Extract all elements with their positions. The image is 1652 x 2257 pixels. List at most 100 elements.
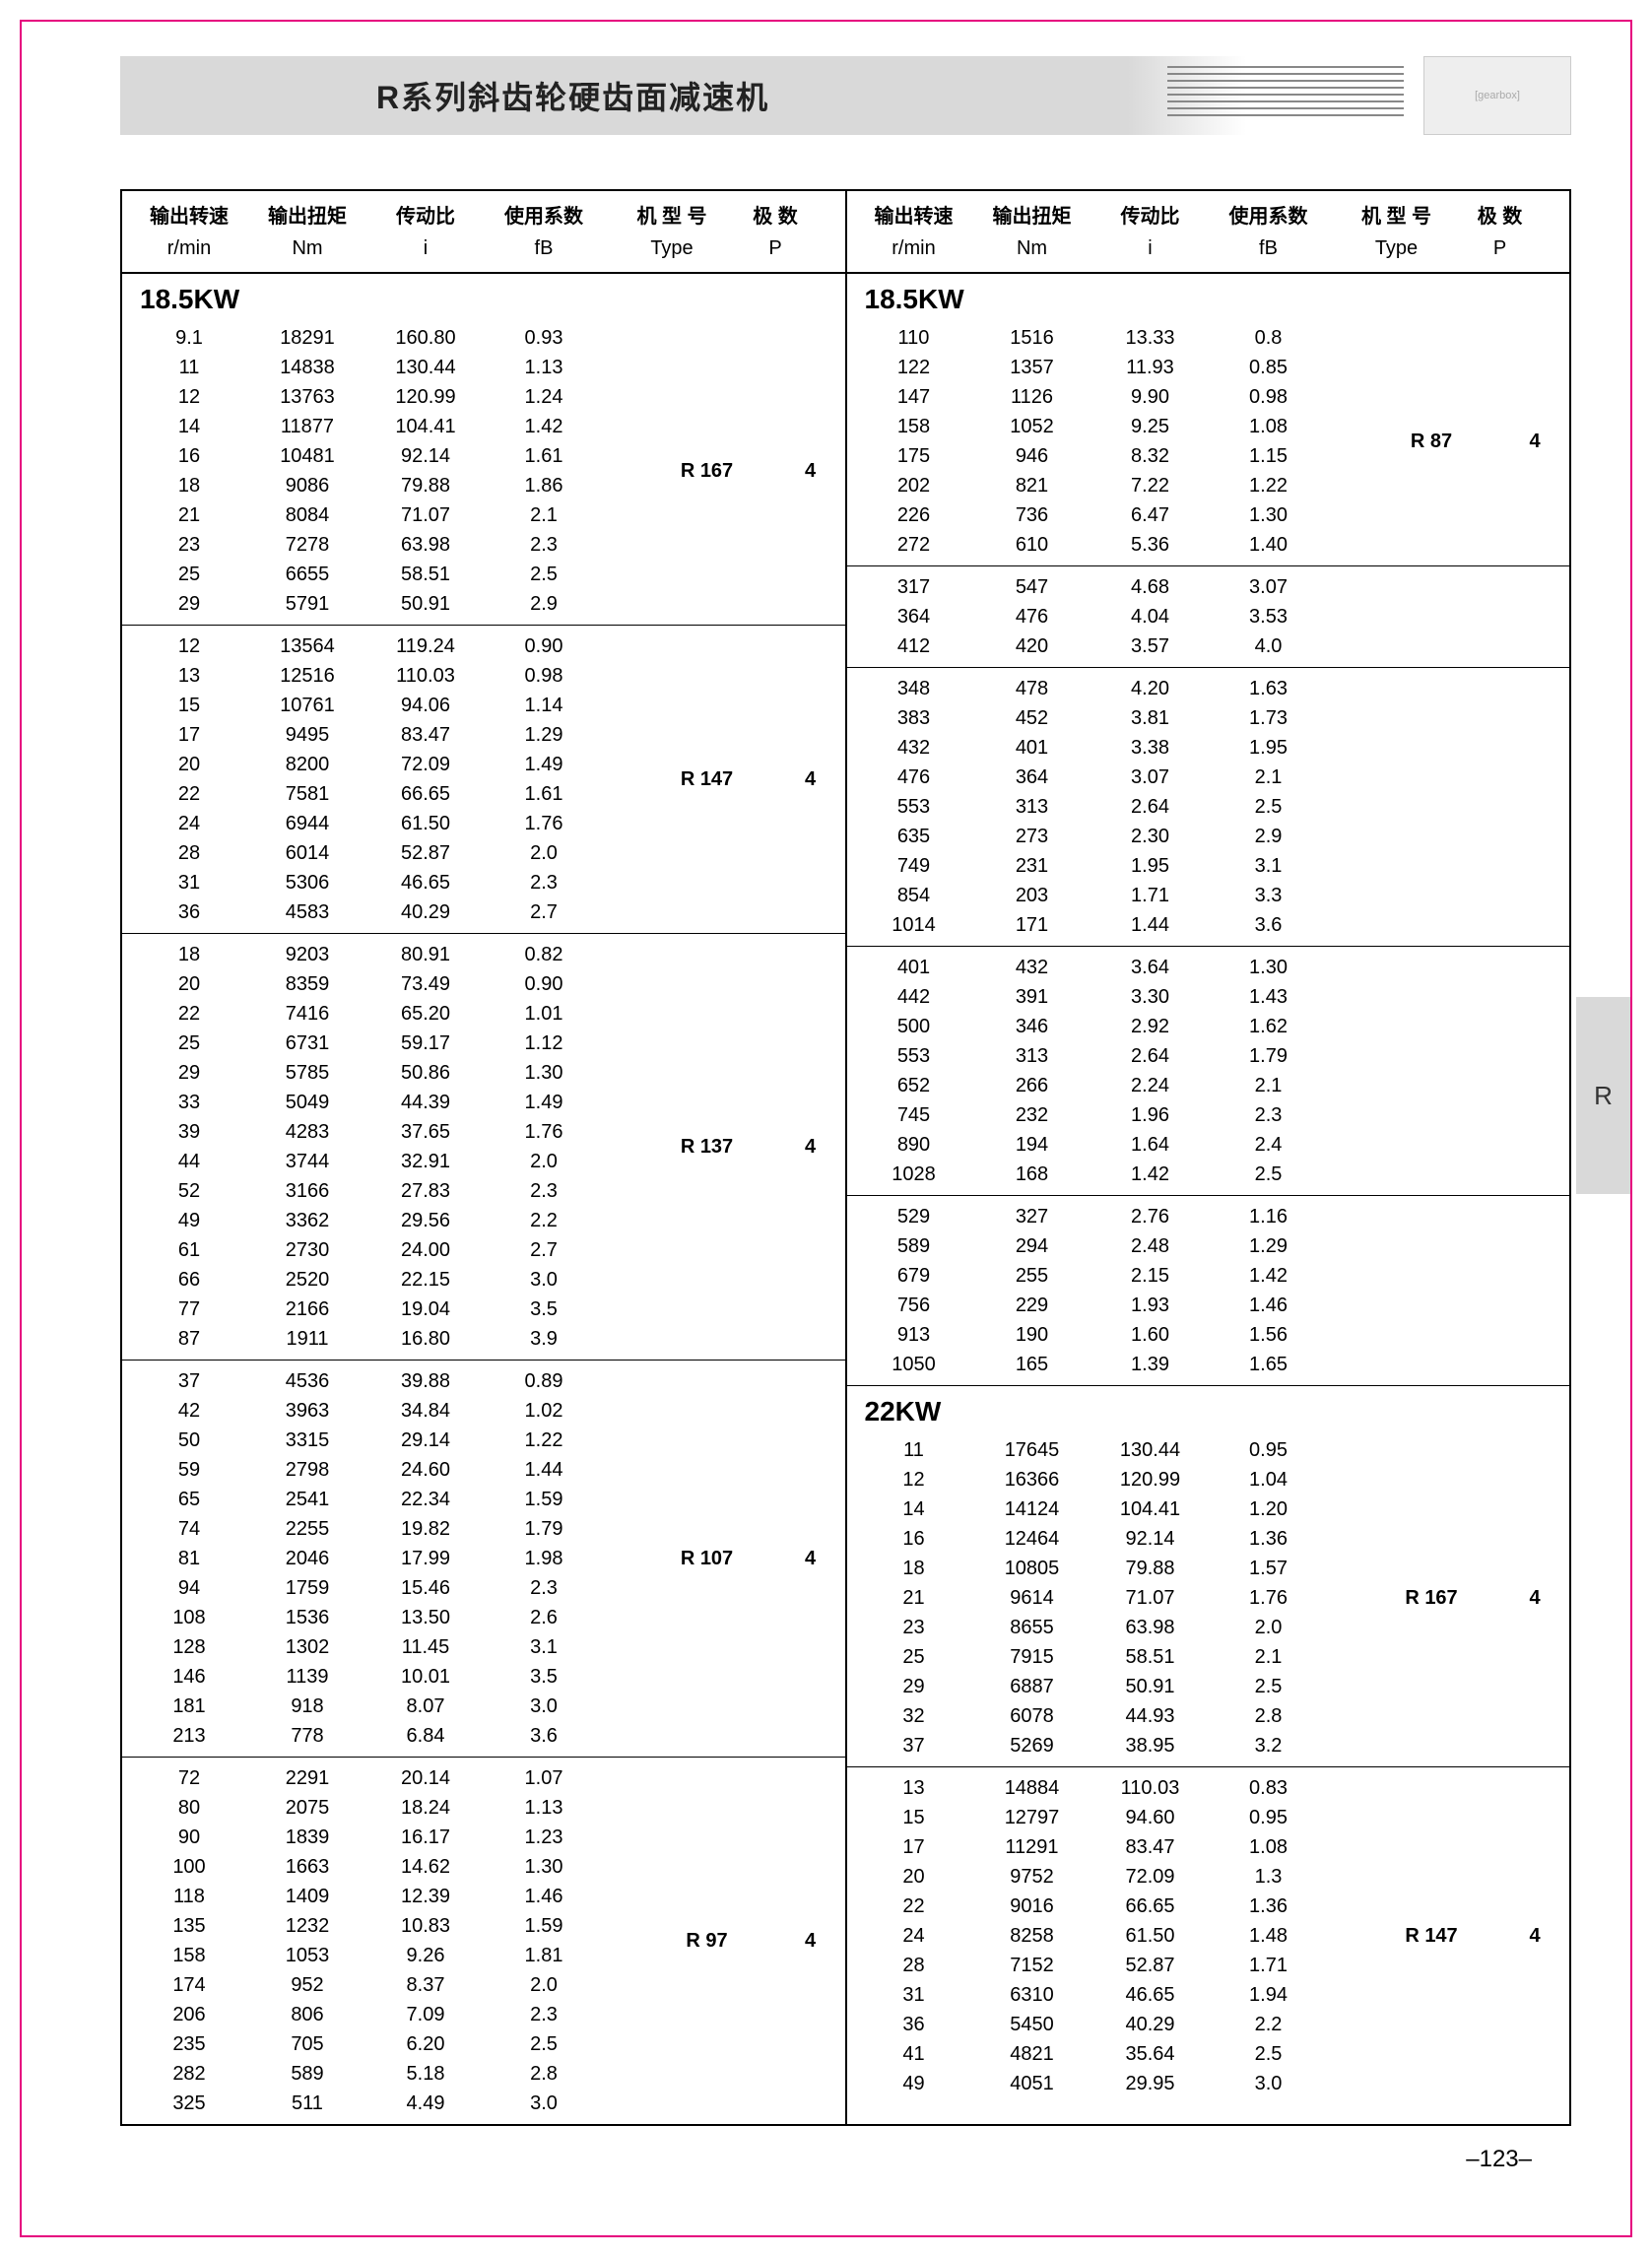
poles: 4 (1500, 431, 1569, 453)
cell-rpm: 21 (130, 500, 248, 530)
cell-fb: 1.73 (1210, 703, 1328, 733)
cell-ratio: 29.14 (366, 1426, 485, 1455)
cell-nm: 9614 (973, 1583, 1091, 1613)
table-row: 146 1139 10.01 3.5 (122, 1662, 638, 1692)
cell-ratio: 72.09 (366, 750, 485, 779)
cell-ratio: 3.07 (1091, 763, 1210, 792)
header-rpm: 输出转速r/min (130, 203, 248, 262)
cell-nm: 806 (248, 2000, 366, 2029)
cell-fb: 3.0 (485, 1265, 603, 1294)
cell-fb: 1.23 (485, 1823, 603, 1852)
cell-rpm: 25 (855, 1642, 973, 1672)
cell-rpm: 23 (130, 530, 248, 560)
cell-ratio: 9.25 (1091, 412, 1210, 441)
cell-nm: 2166 (248, 1294, 366, 1324)
cell-ratio: 9.26 (366, 1941, 485, 1970)
cell-ratio: 61.50 (366, 809, 485, 838)
cell-ratio: 1.95 (1091, 851, 1210, 881)
table-row: 22 7416 65.20 1.01 (122, 999, 638, 1029)
header-type: 机 型 号Type (603, 203, 741, 262)
cell-nm: 511 (248, 2089, 366, 2118)
cell-rpm: 21 (855, 1583, 973, 1613)
cell-ratio: 24.60 (366, 1455, 485, 1485)
cell-ratio: 73.49 (366, 969, 485, 999)
cell-nm: 364 (973, 763, 1091, 792)
block-meta: R 167 4 (638, 323, 845, 619)
table-row: 77 2166 19.04 3.5 (122, 1294, 638, 1324)
table-row: 42 3963 34.84 1.02 (122, 1396, 638, 1426)
cell-nm: 8359 (248, 969, 366, 999)
table-row: 128 1302 11.45 3.1 (122, 1632, 638, 1662)
cell-nm: 8258 (973, 1921, 1091, 1951)
cell-nm: 6731 (248, 1029, 366, 1058)
cell-fb: 1.36 (1210, 1524, 1328, 1554)
cell-rpm: 325 (130, 2089, 248, 2118)
cell-ratio: 46.65 (1091, 1980, 1210, 2010)
block-data: 529 327 2.76 1.16 589 294 2.48 1.29 679 … (847, 1202, 1363, 1379)
cell-rpm: 80 (130, 1793, 248, 1823)
cell-fb: 2.5 (1210, 792, 1328, 822)
cell-nm: 1409 (248, 1882, 366, 1911)
cell-fb: 0.85 (1210, 353, 1328, 382)
cell-fb: 2.9 (1210, 822, 1328, 851)
cell-nm: 168 (973, 1160, 1091, 1189)
cell-rpm: 476 (855, 763, 973, 792)
cell-nm: 8084 (248, 500, 366, 530)
table-row: 52 3166 27.83 2.3 (122, 1176, 638, 1206)
block-meta: R 167 4 (1362, 1435, 1569, 1760)
cell-fb: 2.8 (485, 2059, 603, 2089)
cell-nm: 10481 (248, 441, 366, 471)
table-row: 11 14838 130.44 1.13 (122, 353, 638, 382)
cell-nm: 9752 (973, 1862, 1091, 1892)
cell-ratio: 12.39 (366, 1882, 485, 1911)
table-header: 输出转速r/min 输出扭矩Nm 传动比i 使用系数fB 机 型 号Type 极… (847, 191, 1570, 274)
cell-ratio: 52.87 (1091, 1951, 1210, 1980)
cell-ratio: 11.93 (1091, 353, 1210, 382)
table-row: 14 14124 104.41 1.20 (847, 1494, 1363, 1524)
table-row: 147 1126 9.90 0.98 (847, 382, 1363, 412)
table-row: 25 6731 59.17 1.12 (122, 1029, 638, 1058)
cell-fb: 1.15 (1210, 441, 1328, 471)
cell-rpm: 61 (130, 1235, 248, 1265)
table-row: 854 203 1.71 3.3 (847, 881, 1363, 910)
cell-ratio: 59.17 (366, 1029, 485, 1058)
table-row: 12 16366 120.99 1.04 (847, 1465, 1363, 1494)
cell-nm: 946 (973, 441, 1091, 471)
cell-fb: 1.02 (485, 1396, 603, 1426)
cell-nm: 10805 (973, 1554, 1091, 1583)
cell-rpm: 348 (855, 674, 973, 703)
table-row: 80 2075 18.24 1.13 (122, 1793, 638, 1823)
poles: 4 (1500, 1587, 1569, 1610)
table-row: 21 9614 71.07 1.76 (847, 1583, 1363, 1613)
cell-rpm: 49 (130, 1206, 248, 1235)
cell-fb: 2.0 (1210, 1613, 1328, 1642)
cell-nm: 11291 (973, 1832, 1091, 1862)
cell-nm: 190 (973, 1320, 1091, 1350)
cell-rpm: 66 (130, 1265, 248, 1294)
cell-nm: 3963 (248, 1396, 366, 1426)
cell-fb: 1.71 (1210, 1951, 1328, 1980)
cell-ratio: 110.03 (366, 661, 485, 691)
kw-label-2: 22KW (847, 1386, 1570, 1429)
cell-nm: 1516 (973, 323, 1091, 353)
table-row: 181 918 8.07 3.0 (122, 1692, 638, 1721)
cell-rpm: 29 (130, 1058, 248, 1088)
cell-fb: 0.89 (485, 1366, 603, 1396)
cell-rpm: 118 (130, 1882, 248, 1911)
cell-nm: 229 (973, 1291, 1091, 1320)
product-image: [gearbox] (1423, 56, 1571, 135)
kw-label: 18.5KW (122, 274, 845, 317)
cell-rpm: 553 (855, 1041, 973, 1071)
cell-fb: 0.90 (485, 969, 603, 999)
cell-rpm: 37 (130, 1366, 248, 1396)
cell-fb: 2.7 (485, 897, 603, 927)
cell-ratio: 65.20 (366, 999, 485, 1029)
cell-rpm: 11 (130, 353, 248, 382)
cell-ratio: 1.60 (1091, 1320, 1210, 1350)
cell-ratio: 58.51 (366, 560, 485, 589)
table-row: 37 5269 38.95 3.2 (847, 1731, 1363, 1760)
data-block: 13 14884 110.03 0.83 15 12797 94.60 0.95… (847, 1767, 1570, 2104)
cell-ratio: 20.14 (366, 1763, 485, 1793)
cell-fb: 1.61 (485, 779, 603, 809)
cell-rpm: 87 (130, 1324, 248, 1354)
